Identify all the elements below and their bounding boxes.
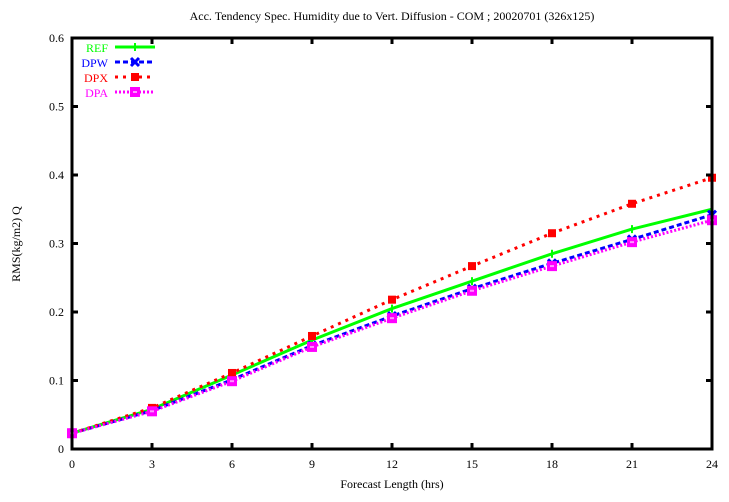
x-tick-label: 12	[386, 457, 398, 471]
y-tick-label: 0.5	[49, 100, 64, 114]
legend-label-dpa: DPA	[85, 86, 108, 100]
x-tick-label: 18	[546, 457, 558, 471]
x-tick-label: 9	[309, 457, 315, 471]
x-tick-label: 3	[149, 457, 155, 471]
y-tick-label: 0.2	[49, 305, 64, 319]
y-axis-label: RMS(kg/m2) Q	[9, 206, 23, 282]
x-tick-label: 6	[229, 457, 235, 471]
y-tick-label: 0.6	[49, 31, 64, 45]
y-tick-label: 0.4	[49, 168, 64, 182]
legend-label-dpw: DPW	[81, 56, 108, 70]
x-tick-label: 24	[706, 457, 718, 471]
x-tick-label: 0	[69, 457, 75, 471]
y-tick-label: 0	[58, 442, 64, 456]
x-tick-label: 21	[626, 457, 638, 471]
chart-title: Acc. Tendency Spec. Humidity due to Vert…	[190, 9, 595, 23]
legend-label-ref: REF	[86, 41, 108, 55]
y-tick-label: 0.3	[49, 237, 64, 251]
legend-label-dpx: DPX	[84, 71, 108, 85]
y-tick-label: 0.1	[49, 374, 64, 388]
x-axis-label: Forecast Length (hrs)	[340, 477, 443, 491]
x-tick-label: 15	[466, 457, 478, 471]
